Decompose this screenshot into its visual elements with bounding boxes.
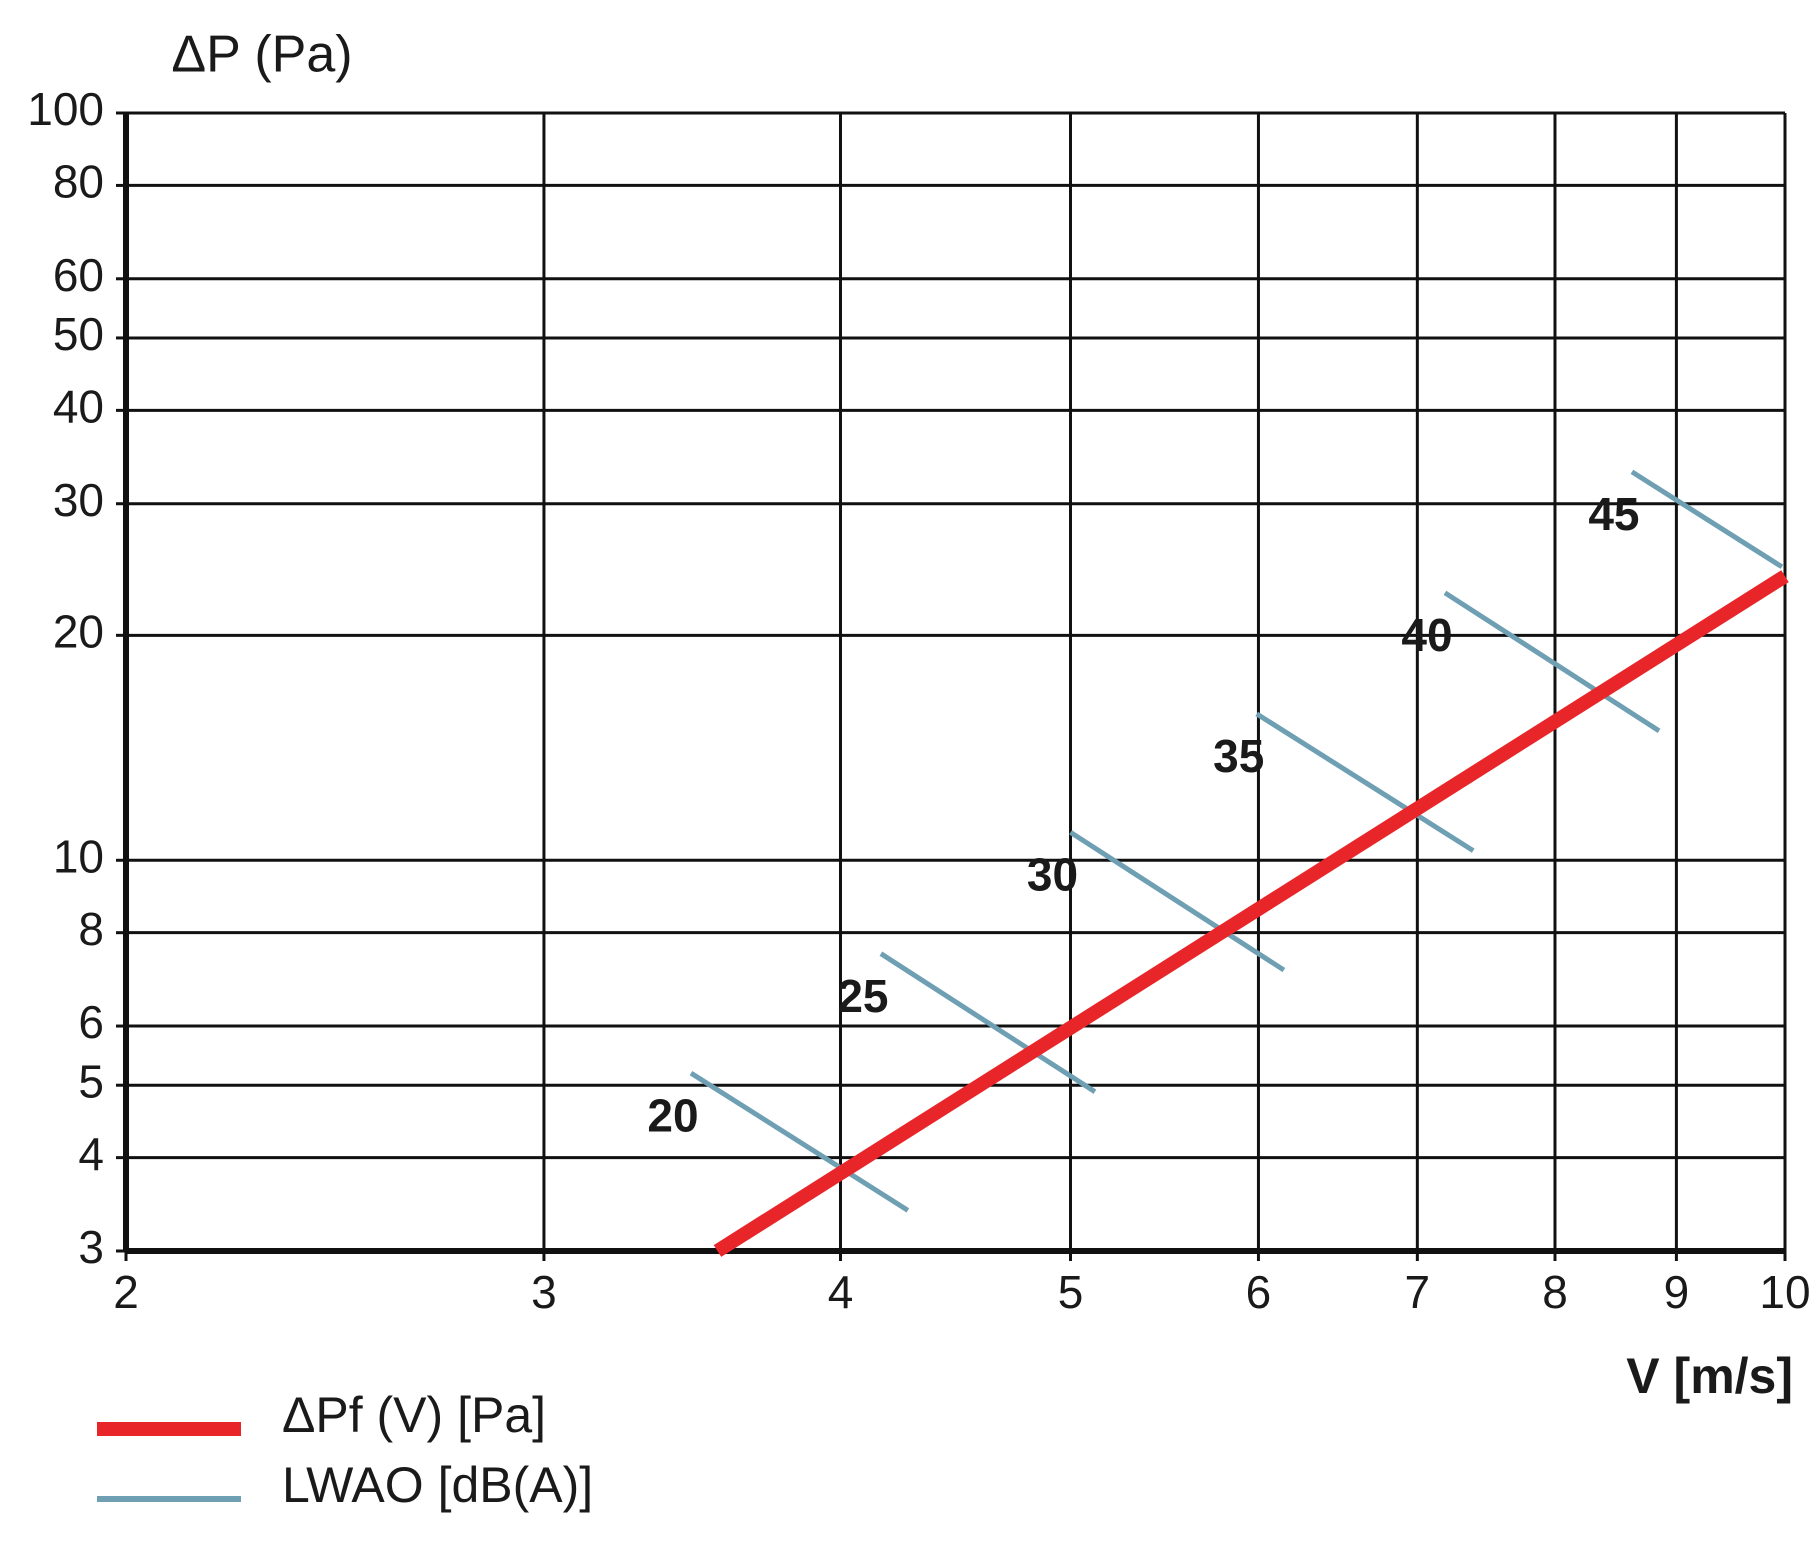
x-tick-label: 2 — [113, 1266, 139, 1318]
y-tick-label: 50 — [53, 308, 104, 360]
level-label: 45 — [1588, 488, 1639, 540]
level-label: 25 — [837, 970, 888, 1022]
level-line — [1255, 711, 1475, 853]
x-tick-label: 6 — [1246, 1266, 1272, 1318]
x-axis-label: V [m/s] — [1626, 1348, 1793, 1404]
y-tick-label: 3 — [78, 1221, 104, 1273]
level-line — [689, 1071, 910, 1213]
data-line — [713, 570, 1789, 1257]
level-line — [879, 951, 1097, 1094]
y-tick-label: 20 — [53, 605, 104, 657]
level-line — [1069, 830, 1286, 973]
y-tick-label: 10 — [53, 830, 104, 882]
y-tick-label: 6 — [78, 996, 104, 1048]
level-label: 35 — [1213, 730, 1264, 782]
y-tick-label: 8 — [78, 903, 104, 955]
x-tick-label: 7 — [1405, 1266, 1431, 1318]
y-tick-label: 80 — [53, 156, 104, 208]
x-tick-label: 10 — [1759, 1266, 1810, 1318]
legend-label: LWAO [dB(A)] — [282, 1457, 593, 1513]
level-line — [1443, 590, 1661, 733]
level-label: 30 — [1027, 848, 1078, 900]
x-tick-label: 5 — [1058, 1266, 1084, 1318]
legend-label: ΔPf (V) [Pa] — [282, 1387, 546, 1443]
x-tick-label: 3 — [531, 1266, 557, 1318]
y-tick-label: 30 — [53, 474, 104, 526]
level-label: 20 — [647, 1089, 698, 1141]
level-line — [1630, 469, 1784, 569]
y-tick-label: 40 — [53, 381, 104, 433]
y-tick-label: 60 — [53, 249, 104, 301]
y-tick-label: 100 — [27, 83, 104, 135]
x-tick-label: 4 — [828, 1266, 854, 1318]
y-tick-label: 4 — [78, 1128, 104, 1180]
x-tick-label: 8 — [1542, 1266, 1568, 1318]
y-axis-label: ΔP (Pa) — [171, 26, 352, 84]
level-label: 40 — [1401, 609, 1452, 661]
y-tick-label: 5 — [78, 1055, 104, 1107]
x-tick-label: 9 — [1664, 1266, 1690, 1318]
